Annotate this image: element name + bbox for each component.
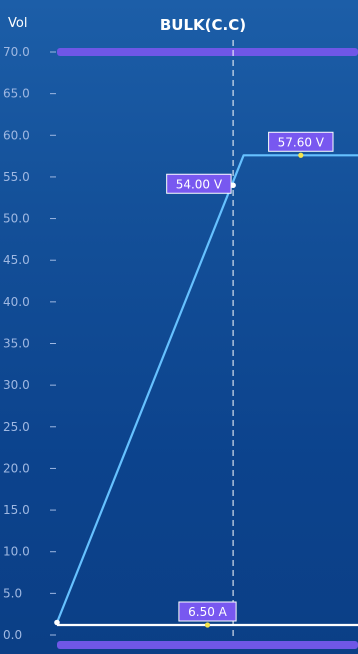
- y-tick-label: 15.0: [3, 503, 30, 517]
- white-point-marker: [230, 182, 236, 189]
- voltage-series-line: [55, 154, 358, 623]
- value-label-box: [178, 601, 237, 622]
- value-label: 57.60 V: [278, 135, 325, 149]
- value-label: 54.00 V: [176, 177, 223, 191]
- y-tick-label: 5.0: [3, 586, 22, 600]
- chart-title: BULK(C.C): [160, 16, 246, 34]
- top-limit-bar: [57, 48, 358, 56]
- value-label-box: [268, 131, 334, 152]
- y-tick-label: 40.0: [3, 295, 30, 309]
- y-tick-label: 60.0: [3, 128, 30, 142]
- value-label-box: [166, 173, 232, 194]
- yellow-point-marker: [298, 152, 304, 158]
- value-label: 6.50 A: [188, 605, 228, 619]
- y-tick-label: 55.0: [3, 170, 30, 184]
- y-tick-label: 70.0: [3, 45, 30, 59]
- yellow-point-marker: [204, 622, 211, 628]
- y-tick-label: 25.0: [3, 420, 30, 434]
- y-tick-label: 50.0: [3, 212, 30, 226]
- y-tick-label: 10.0: [3, 545, 30, 559]
- y-tick-label: 20.0: [3, 461, 30, 475]
- y-tick-label: 30.0: [3, 378, 30, 392]
- y-tick-label: 65.0: [3, 87, 30, 101]
- y-tick-label: 45.0: [3, 253, 30, 267]
- y-tick-label: 35.0: [3, 337, 30, 351]
- y-unit-label: Vol: [8, 16, 27, 31]
- bottom-limit-bar: [57, 641, 358, 649]
- y-tick-label: 0.0: [3, 628, 22, 642]
- white-point-marker: [54, 619, 60, 626]
